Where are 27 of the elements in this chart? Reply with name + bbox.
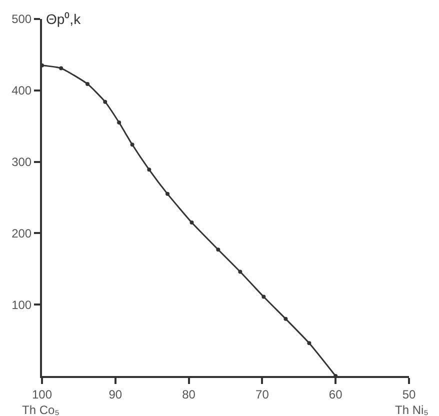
point — [216, 248, 220, 252]
y-tick-label: 200 — [12, 226, 32, 240]
point — [103, 100, 108, 104]
point — [147, 168, 152, 172]
y-tick-label: 400 — [12, 84, 32, 98]
y-tick-label: 100 — [12, 298, 32, 312]
point — [284, 316, 288, 321]
point — [307, 341, 312, 346]
point — [130, 142, 134, 147]
point — [190, 220, 194, 224]
point — [238, 270, 242, 274]
x-tick-label: 60 — [328, 387, 343, 402]
y-axis-title: Θp⁰,k — [46, 11, 82, 27]
text: Th Ni₅ — [395, 403, 429, 416]
point — [86, 82, 90, 86]
y-tick-label: 500 — [12, 12, 32, 26]
point — [166, 192, 170, 196]
x-tick-label: 100 — [32, 387, 52, 402]
x-tick-label: 70 — [256, 387, 270, 402]
x-tick-label: 90 — [108, 387, 122, 402]
point — [262, 294, 266, 299]
point — [59, 66, 64, 70]
x-tick-label: 80 — [182, 387, 196, 402]
point — [117, 120, 122, 125]
text: Th Co₅ — [22, 403, 60, 416]
y-tick-label: 300 — [12, 155, 32, 169]
x-tick-label: 50 — [402, 387, 416, 402]
